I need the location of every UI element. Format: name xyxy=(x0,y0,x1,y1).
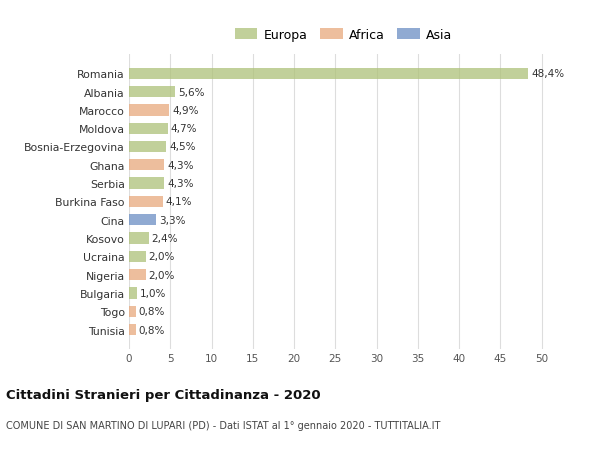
Text: 5,6%: 5,6% xyxy=(178,87,205,97)
Text: 4,1%: 4,1% xyxy=(166,197,192,207)
Bar xyxy=(129,251,146,263)
Text: 2,0%: 2,0% xyxy=(148,252,175,262)
Text: 3,3%: 3,3% xyxy=(159,215,185,225)
Text: 4,3%: 4,3% xyxy=(167,179,194,189)
Bar xyxy=(129,68,528,80)
Bar xyxy=(129,123,168,134)
Bar xyxy=(129,87,175,98)
Text: 2,4%: 2,4% xyxy=(152,234,178,243)
Text: COMUNE DI SAN MARTINO DI LUPARI (PD) - Dati ISTAT al 1° gennaio 2020 - TUTTITALI: COMUNE DI SAN MARTINO DI LUPARI (PD) - D… xyxy=(6,420,440,430)
Bar xyxy=(129,178,164,190)
Text: 0,8%: 0,8% xyxy=(139,307,165,317)
Text: 4,3%: 4,3% xyxy=(167,161,194,170)
Bar xyxy=(129,196,163,207)
Text: Cittadini Stranieri per Cittadinanza - 2020: Cittadini Stranieri per Cittadinanza - 2… xyxy=(6,388,320,401)
Bar xyxy=(129,233,149,244)
Text: 4,9%: 4,9% xyxy=(172,106,199,116)
Legend: Europa, Africa, Asia: Europa, Africa, Asia xyxy=(233,28,454,43)
Text: 2,0%: 2,0% xyxy=(148,270,175,280)
Bar xyxy=(129,269,146,281)
Bar xyxy=(129,288,137,299)
Text: 4,5%: 4,5% xyxy=(169,142,196,152)
Text: 1,0%: 1,0% xyxy=(140,288,167,298)
Text: 48,4%: 48,4% xyxy=(531,69,565,79)
Text: 0,8%: 0,8% xyxy=(139,325,165,335)
Bar xyxy=(129,160,164,171)
Bar xyxy=(129,306,136,317)
Bar xyxy=(129,214,156,226)
Bar xyxy=(129,324,136,336)
Bar xyxy=(129,105,169,116)
Bar xyxy=(129,141,166,153)
Text: 4,7%: 4,7% xyxy=(170,124,197,134)
